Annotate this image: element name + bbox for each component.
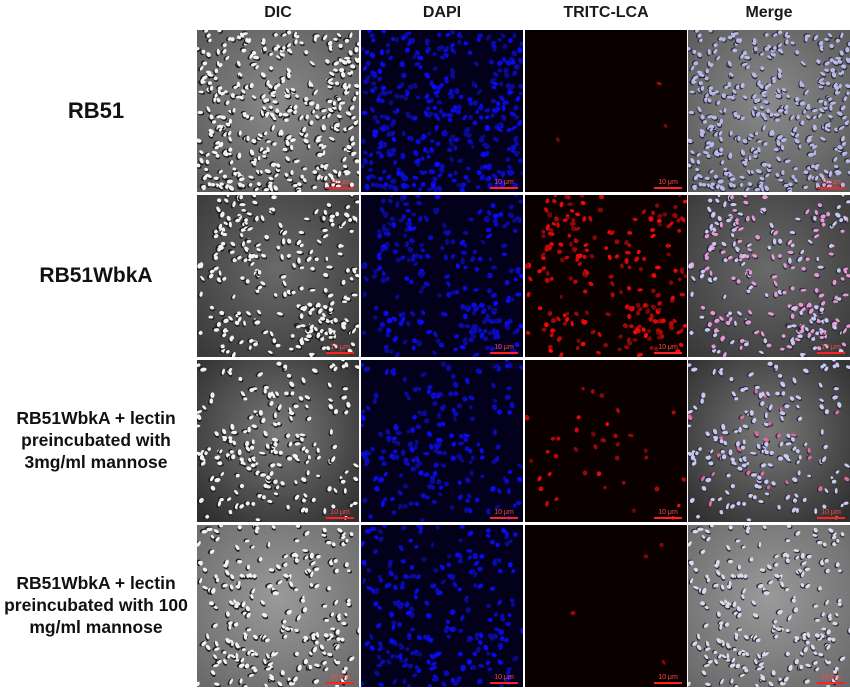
scale-bar-line bbox=[654, 517, 682, 519]
row-label-mannose-3: RB51WbkA + lectin preincubated with 3mg/… bbox=[0, 360, 192, 522]
row-label-rb51: RB51 bbox=[0, 30, 192, 192]
scale-bar-label: 10 μm bbox=[658, 344, 678, 351]
micrograph-merge-row4: 10 μm bbox=[688, 525, 850, 687]
scale-bar: 10 μm bbox=[490, 344, 518, 354]
micrograph-image bbox=[197, 360, 359, 522]
row-label-text: RB51WbkA + lectin preincubated with 3mg/… bbox=[16, 408, 176, 472]
scale-bar-label: 10 μm bbox=[821, 344, 841, 351]
row-label-mannose-100: RB51WbkA + lectin preincubated with 100 … bbox=[0, 525, 192, 687]
scale-bar-label: 10 μm bbox=[821, 674, 841, 681]
scale-bar: 10 μm bbox=[817, 179, 845, 189]
scale-bar-line bbox=[490, 352, 518, 354]
scale-bar: 10 μm bbox=[490, 179, 518, 189]
micrograph-tritc-row4: 10 μm bbox=[525, 525, 687, 687]
scale-bar-label: 10 μm bbox=[330, 179, 350, 186]
scale-bar-line bbox=[490, 187, 518, 189]
micrograph-image bbox=[525, 525, 687, 687]
micrograph-dapi-row3: 10 μm bbox=[361, 360, 523, 522]
scale-bar-label: 10 μm bbox=[494, 674, 514, 681]
scale-bar-line bbox=[817, 187, 845, 189]
row-label-text: RB51WbkA bbox=[39, 263, 153, 287]
scale-bar-label: 10 μm bbox=[330, 509, 350, 516]
micrograph-tritc-row1: 10 μm bbox=[525, 30, 687, 192]
scale-bar-label: 10 μm bbox=[494, 179, 514, 186]
micrograph-dic-row3: 10 μm bbox=[197, 360, 359, 522]
micrograph-merge-row2: 10 μm bbox=[688, 195, 850, 357]
micrograph-dic-row2: 10 μm bbox=[197, 195, 359, 357]
column-header-dapi: DAPI bbox=[422, 4, 462, 21]
scale-bar-label: 10 μm bbox=[658, 179, 678, 186]
scale-bar: 10 μm bbox=[326, 179, 354, 189]
micrograph-image bbox=[197, 195, 359, 357]
micrograph-merge-row1: 10 μm bbox=[688, 30, 850, 192]
scale-bar-label: 10 μm bbox=[494, 509, 514, 516]
scale-bar: 10 μm bbox=[490, 674, 518, 684]
micrograph-image bbox=[525, 360, 687, 522]
row-label-rb51wbka: RB51WbkA bbox=[0, 195, 192, 357]
scale-bar-line bbox=[490, 517, 518, 519]
row-label-text: RB51 bbox=[67, 98, 125, 124]
scale-bar-line bbox=[326, 682, 354, 684]
scale-bar: 10 μm bbox=[654, 509, 682, 519]
scale-bar-line bbox=[326, 352, 354, 354]
micrograph-dapi-row4: 10 μm bbox=[361, 525, 523, 687]
micrograph-image bbox=[525, 195, 687, 357]
scale-bar: 10 μm bbox=[326, 344, 354, 354]
scale-bar: 10 μm bbox=[817, 674, 845, 684]
micrograph-dapi-row2: 10 μm bbox=[361, 195, 523, 357]
scale-bar-label: 10 μm bbox=[658, 509, 678, 516]
micrograph-image bbox=[361, 525, 523, 687]
scale-bar: 10 μm bbox=[490, 509, 518, 519]
scale-bar-line bbox=[654, 187, 682, 189]
scale-bar-label: 10 μm bbox=[330, 674, 350, 681]
column-header-tritc-lca: TRITC-LCA bbox=[563, 4, 649, 21]
micrograph-image bbox=[688, 525, 850, 687]
scale-bar-line bbox=[326, 517, 354, 519]
micrograph-image bbox=[688, 195, 850, 357]
scale-bar-line bbox=[817, 352, 845, 354]
scale-bar: 10 μm bbox=[326, 509, 354, 519]
micrograph-image bbox=[688, 360, 850, 522]
micrograph-dic-row4: 10 μm bbox=[197, 525, 359, 687]
column-header-dic: DIC bbox=[264, 4, 292, 21]
row-label-text: RB51WbkA + lectin preincubated with 100 … bbox=[4, 573, 188, 637]
micrograph-image bbox=[361, 360, 523, 522]
scale-bar-line bbox=[654, 352, 682, 354]
scale-bar-label: 10 μm bbox=[330, 344, 350, 351]
scale-bar-label: 10 μm bbox=[821, 509, 841, 516]
micrograph-image bbox=[688, 30, 850, 192]
scale-bar: 10 μm bbox=[326, 674, 354, 684]
micrograph-image bbox=[361, 30, 523, 192]
micrograph-image bbox=[525, 30, 687, 192]
micrograph-tritc-row2: 10 μm bbox=[525, 195, 687, 357]
micrograph-image bbox=[197, 30, 359, 192]
scale-bar: 10 μm bbox=[654, 179, 682, 189]
micrograph-dic-row1: 10 μm bbox=[197, 30, 359, 192]
scale-bar-line bbox=[817, 682, 845, 684]
scale-bar-label: 10 μm bbox=[494, 344, 514, 351]
scale-bar: 10 μm bbox=[817, 509, 845, 519]
scale-bar-line bbox=[654, 682, 682, 684]
micrograph-image bbox=[361, 195, 523, 357]
micrograph-merge-row3: 10 μm bbox=[688, 360, 850, 522]
scale-bar-line bbox=[326, 187, 354, 189]
scale-bar-label: 10 μm bbox=[658, 674, 678, 681]
scale-bar: 10 μm bbox=[817, 344, 845, 354]
scale-bar: 10 μm bbox=[654, 344, 682, 354]
scale-bar-line bbox=[490, 682, 518, 684]
micrograph-tritc-row3: 10 μm bbox=[525, 360, 687, 522]
scale-bar-label: 10 μm bbox=[821, 179, 841, 186]
micrograph-dapi-row1: 10 μm bbox=[361, 30, 523, 192]
scale-bar: 10 μm bbox=[654, 674, 682, 684]
column-header-merge: Merge bbox=[745, 4, 793, 21]
micrograph-image bbox=[197, 525, 359, 687]
scale-bar-line bbox=[817, 517, 845, 519]
